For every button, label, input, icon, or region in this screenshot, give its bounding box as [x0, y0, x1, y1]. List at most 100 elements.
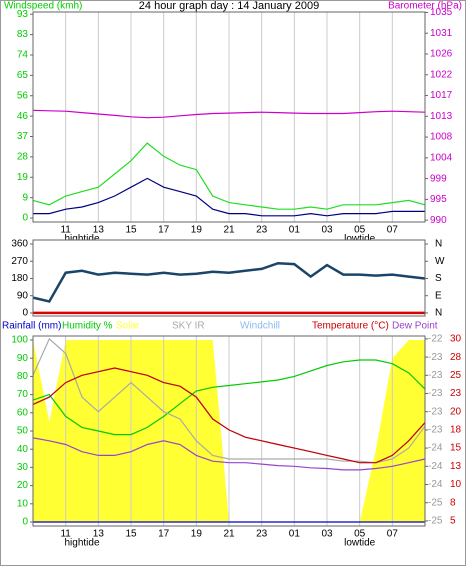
x-tick-label: 13 — [93, 529, 105, 540]
y-tick-label: 93 — [17, 9, 29, 20]
y-tick-label: 20 — [17, 480, 29, 491]
series-line — [32, 109, 426, 119]
y2-tick-label: 1008 — [430, 132, 453, 143]
legend-entry: Windchill — [240, 321, 280, 332]
x-tick-label: 07 — [387, 225, 399, 236]
x-tick-label: 19 — [191, 529, 203, 540]
y3-tick-label: -23 — [428, 370, 443, 381]
x-tick-label: 05 — [354, 529, 366, 540]
y-tick-label: 60 — [17, 407, 29, 418]
y-tick-label: 37 — [17, 131, 29, 142]
y2-tick-label: E — [435, 290, 442, 301]
y2-tick-label: 20 — [450, 406, 462, 417]
y-tick-label: 70 — [17, 389, 29, 400]
chart-title: 24 hour graph day : 14 January 2009 — [139, 0, 319, 12]
x-tick-label: 01 — [289, 529, 301, 540]
x-tick-label: 03 — [321, 225, 333, 236]
y-tick-label: 270 — [11, 256, 28, 267]
y2-tick-label: 1017 — [430, 90, 453, 101]
legend-entry: Dew Point — [392, 321, 438, 332]
y-tick-label: 180 — [11, 273, 28, 284]
y2-tick-label: 1026 — [430, 49, 453, 60]
x-tick-label: 21 — [223, 529, 235, 540]
x-tick-label: 15 — [125, 529, 137, 540]
y-tick-label: 19 — [17, 172, 29, 183]
y2-tick-label: 1031 — [430, 28, 453, 39]
y2-tick-label: 1022 — [430, 69, 453, 80]
series-line — [32, 142, 426, 210]
y3-tick-label: -25 — [428, 497, 443, 508]
y3-tick-label: -23 — [428, 352, 443, 363]
x-tick-label: 23 — [256, 225, 268, 236]
series-line — [32, 437, 426, 471]
series-line — [32, 261, 426, 303]
annotation: lowtide — [344, 234, 376, 245]
x-tick-label: 19 — [191, 225, 203, 236]
y2-tick-label: 990 — [430, 215, 447, 226]
x-tick-label: 03 — [321, 529, 333, 540]
y2-tick-label: 1013 — [430, 111, 453, 122]
y2-tick-label: 30 — [450, 334, 462, 345]
y3-tick-label: -24 — [428, 461, 443, 472]
y-tick-label: 30 — [17, 462, 29, 473]
y2-tick-label: N — [435, 239, 442, 250]
y-tick-label: 0 — [22, 308, 28, 319]
legend-entry: Temperature (°C) — [312, 321, 389, 332]
y2-tick-label: 28 — [450, 352, 462, 363]
y2-tick-label: 18 — [450, 425, 462, 436]
y2-tick-label: 8 — [450, 497, 456, 508]
x-tick-label: 01 — [289, 225, 301, 236]
y2-tick-label: 5 — [450, 516, 456, 527]
y-tick-label: 9 — [22, 192, 28, 203]
y2-tick-label: 13 — [450, 461, 462, 472]
y-tick-label: 10 — [17, 498, 29, 509]
legend-entry: Rainfall (mm) — [2, 321, 61, 332]
y-tick-label: 65 — [17, 70, 29, 81]
y2-tick-label: 23 — [450, 388, 462, 399]
series-line — [33, 177, 425, 217]
x-tick-label: 15 — [125, 225, 137, 236]
x-tick-label: 21 — [223, 225, 235, 236]
y2-tick-label: W — [435, 256, 445, 267]
annotation: lowtide — [344, 538, 376, 549]
plot-frame — [32, 239, 426, 317]
series-line — [32, 337, 426, 464]
series-line — [32, 367, 426, 464]
x-tick-label: 17 — [158, 529, 170, 540]
x-tick-label: 07 — [387, 529, 399, 540]
y-axis-label: Windspeed (kmh) — [4, 1, 82, 12]
series-line — [32, 359, 426, 436]
x-tick-label: 11 — [60, 225, 71, 236]
x-tick-label: 05 — [354, 225, 366, 236]
y-tick-label: 46 — [17, 111, 29, 122]
y2-tick-label: 25 — [450, 370, 462, 381]
y3-tick-label: -24 — [428, 443, 443, 454]
y2-tick-label: S — [435, 273, 442, 284]
y-tick-label: 83 — [17, 29, 29, 40]
y-tick-label: 360 — [11, 239, 28, 250]
y-tick-label: 90 — [17, 353, 29, 364]
y3-tick-label: -23 — [428, 406, 443, 417]
y2-tick-label: 10 — [450, 479, 462, 490]
y2-tick-label: 1004 — [430, 152, 453, 163]
y-tick-label: 50 — [17, 426, 29, 437]
y2-tick-label: 999 — [430, 173, 447, 184]
y2-tick-label: 995 — [430, 194, 447, 205]
y3-tick-label: -24 — [428, 479, 443, 490]
legend-entry: SKY IR — [172, 321, 205, 332]
y-tick-label: 28 — [17, 152, 29, 163]
legend-entry: Solar — [116, 321, 140, 332]
y-tick-label: 40 — [17, 444, 29, 455]
y3-tick-label: -25 — [428, 516, 443, 527]
y-tick-label: 56 — [17, 90, 29, 101]
y-tick-label: 80 — [17, 371, 29, 382]
y2-tick-label: 1035 — [430, 7, 453, 18]
x-tick-label: 23 — [256, 529, 268, 540]
y-tick-label: 0 — [22, 517, 28, 528]
y2-axis-label: Barometer (hPa) — [388, 1, 462, 12]
x-tick-label: 11 — [60, 529, 71, 540]
y2-tick-label: N — [435, 308, 442, 319]
y3-tick-label: -23 — [428, 388, 443, 399]
annotation: hightide — [64, 538, 99, 549]
